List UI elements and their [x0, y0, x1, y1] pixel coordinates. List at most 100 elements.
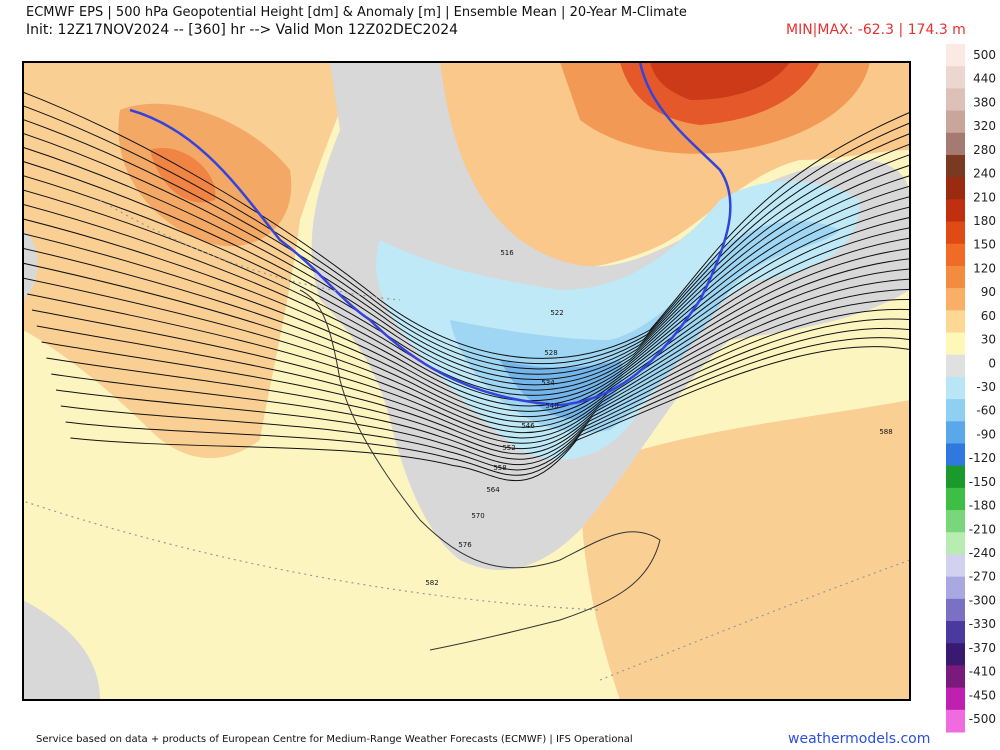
- colorbar-swatch: [946, 576, 965, 600]
- colorbar-swatch: [946, 88, 965, 112]
- colorbar-swatch: [946, 687, 965, 711]
- colorbar-swatch: [946, 354, 965, 378]
- contour-label: 570: [471, 512, 484, 520]
- colorbar-label: -410: [969, 665, 996, 679]
- colorbar-label: 30: [981, 333, 996, 347]
- height-contour: [51, 308, 910, 460]
- colorbar-label: -60: [976, 404, 996, 418]
- colorbar-swatch: [946, 243, 965, 267]
- height-contour: [23, 175, 910, 391]
- contour-label: 552: [502, 444, 515, 452]
- colorbar-swatch: [946, 177, 965, 200]
- colorbar-swatch: [946, 110, 965, 134]
- colorbar-label: -300: [969, 593, 996, 607]
- colorbar-label: 380: [973, 95, 996, 109]
- contour-label: 516: [500, 249, 514, 257]
- colorbar-label: 150: [973, 238, 996, 252]
- colorbar-label: -370: [969, 641, 996, 655]
- colorbar-swatch: [946, 310, 965, 334]
- colorbar-swatch: [946, 66, 965, 89]
- height-contour: [41, 288, 910, 449]
- contour-label: 546: [521, 422, 535, 430]
- contour-label: 522: [550, 309, 563, 317]
- title: ECMWF EPS | 500 hPa Geopotential Height …: [26, 5, 687, 20]
- contour-label: 558: [493, 464, 506, 472]
- colorbar-swatch: [946, 44, 965, 67]
- colorbar-label: -120: [969, 451, 996, 465]
- height-contour: [23, 237, 910, 423]
- footer-source: Service based on data + products of Euro…: [36, 734, 633, 745]
- contour-label: 564: [486, 486, 500, 494]
- colorbar-swatch: [946, 265, 965, 289]
- colorbar-swatch: [946, 465, 965, 489]
- height-contour: [65, 337, 910, 476]
- contour-label: 534: [541, 379, 555, 387]
- colorbar-label: -150: [969, 475, 996, 489]
- height-contour: [55, 318, 910, 466]
- colorbar-swatch: [946, 510, 965, 533]
- colorbar-label: 210: [973, 190, 996, 204]
- colorbar-swatch: [946, 332, 965, 356]
- height-contour: [31, 268, 910, 439]
- height-contour: [23, 185, 910, 396]
- height-contour: [23, 119, 910, 370]
- colorbar-swatch: [946, 598, 965, 622]
- map-area: [23, 62, 910, 700]
- colorbar-label: 60: [981, 309, 996, 323]
- contour-label: 582: [425, 579, 438, 587]
- colorbar-swatch: [946, 288, 965, 311]
- colorbar-label: -500: [969, 712, 996, 726]
- colorbar-swatch: [946, 532, 965, 555]
- contour-label: 576: [458, 541, 472, 549]
- colorbar-swatch: [946, 399, 965, 422]
- height-contour: [23, 248, 910, 428]
- height-contour: [23, 105, 910, 365]
- colorbar-label: 280: [973, 143, 996, 157]
- colorbar-swatch: [946, 421, 965, 444]
- colorbar-label: 90: [981, 285, 996, 299]
- min-max: MIN|MAX: -62.3 | 174.3 m: [786, 22, 966, 38]
- colorbar-label: -210: [969, 522, 996, 536]
- colorbar-label: 440: [973, 72, 996, 86]
- colorbar-swatch: [946, 443, 965, 467]
- height-contour: [70, 346, 910, 482]
- colorbar-swatch: [946, 221, 965, 245]
- height-contour: [23, 227, 910, 418]
- colorbar-label: -90: [976, 427, 996, 441]
- height-contour: [23, 206, 910, 407]
- colorbar-label: -180: [969, 499, 996, 513]
- height-contour: [23, 196, 910, 402]
- colorbar-label: -330: [969, 617, 996, 631]
- footer-site: weathermodels.com: [788, 731, 931, 747]
- contour-label: 588: [879, 428, 892, 436]
- height-contour: [23, 146, 910, 380]
- colorbar-swatch: [946, 665, 965, 689]
- colorbar-label: -30: [976, 380, 996, 394]
- height-contour: [23, 91, 910, 359]
- colorbar-label: 240: [973, 167, 996, 181]
- colorbar-label: -450: [969, 688, 996, 702]
- contour-label: 540: [545, 402, 558, 410]
- height-contour: [27, 258, 910, 434]
- colorbar-swatch: [946, 132, 965, 156]
- colorbar-swatch: [946, 376, 965, 400]
- colorbar-label: 500: [973, 48, 996, 62]
- height-contour: [23, 132, 910, 375]
- colorbar-label: 320: [973, 119, 996, 133]
- colorbar-swatch: [946, 487, 965, 511]
- height-contour: [60, 327, 910, 471]
- height-contour: [36, 278, 910, 444]
- colorbar-label: -270: [969, 570, 996, 584]
- height-contour: [46, 298, 910, 455]
- colorbar-swatch: [946, 199, 965, 223]
- colorbar-swatch: [946, 554, 965, 578]
- colorbar-label: 120: [973, 261, 996, 275]
- init-line: Init: 12Z17NOV2024 -- [360] hr --> Valid…: [26, 22, 459, 38]
- height-contour: [23, 217, 910, 412]
- colorbar-swatch: [946, 154, 965, 178]
- colorbar-swatch: [946, 643, 965, 666]
- colorbar-label: -240: [969, 546, 996, 560]
- colorbar-label: 180: [973, 214, 996, 228]
